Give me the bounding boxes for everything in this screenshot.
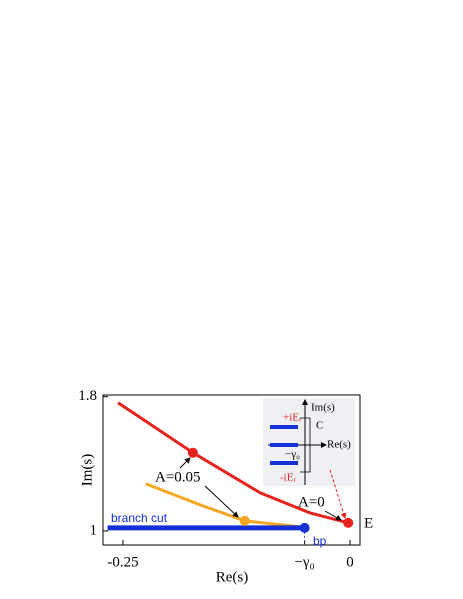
inset-label: Re(s) bbox=[327, 439, 351, 451]
annotation: A=0 bbox=[298, 494, 325, 510]
point bbox=[299, 522, 310, 533]
inset-contour bbox=[300, 417, 311, 473]
arrow bbox=[204, 485, 239, 518]
inset-label: −γ₀ bbox=[285, 449, 300, 461]
inset-label: Im(s) bbox=[311, 402, 335, 414]
inset bbox=[263, 398, 355, 519]
inset-label: -iEᵣ bbox=[280, 472, 296, 484]
point bbox=[239, 515, 250, 526]
inset-arrow bbox=[329, 469, 347, 519]
annotation: A=0.05 bbox=[155, 469, 201, 485]
arrow bbox=[179, 457, 191, 469]
annotation: E bbox=[364, 515, 373, 531]
plot-frame bbox=[102, 394, 361, 546]
annotation: branch cut bbox=[111, 511, 168, 525]
inset-label: C bbox=[316, 420, 323, 432]
annotation: bp bbox=[313, 534, 327, 548]
arrow bbox=[324, 510, 342, 521]
inset-label: +iEᵣ bbox=[283, 412, 302, 424]
inset-bg bbox=[263, 398, 355, 486]
curve bbox=[117, 401, 349, 525]
point bbox=[187, 447, 198, 458]
y-tick-label: 1 bbox=[90, 522, 98, 538]
y-axis-label: Im(s) bbox=[79, 454, 95, 487]
point bbox=[343, 517, 354, 528]
x-tick-label: 0 bbox=[346, 554, 354, 570]
y-tick-label: 1.8 bbox=[78, 388, 97, 404]
curve bbox=[145, 482, 301, 529]
x-tick-label: -0.25 bbox=[107, 554, 138, 570]
x-axis-label: Re(s) bbox=[216, 569, 249, 585]
x-tick-label: −γ₀ bbox=[294, 554, 314, 570]
